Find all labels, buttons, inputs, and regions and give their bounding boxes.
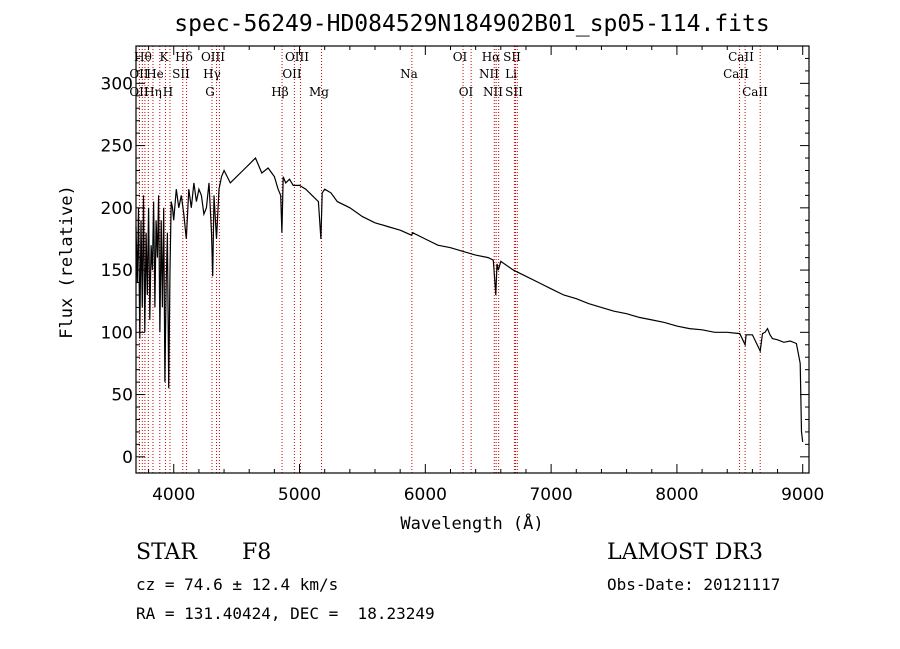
redshift-cz: cz = 74.6 ± 12.4 km/s xyxy=(136,575,339,594)
y-tick-label: 200 xyxy=(101,199,133,219)
object-subclass: F8 xyxy=(242,540,272,565)
obs-date: Obs-Date: 20121117 xyxy=(607,575,781,594)
line-label: Na xyxy=(400,67,418,81)
line-label: NII xyxy=(483,85,503,99)
x-tick-label: 4000 xyxy=(152,485,195,505)
y-axis-label: Flux (relative) xyxy=(57,185,77,339)
line-label: H xyxy=(163,85,173,99)
line-label: SII xyxy=(503,50,521,64)
line-label: CaII xyxy=(728,50,754,64)
x-tick-label: 8000 xyxy=(655,485,698,505)
line-label: Hβ xyxy=(271,85,288,99)
y-tick-label: 150 xyxy=(101,261,133,281)
line-label: He xyxy=(146,67,164,81)
line-label: SII xyxy=(172,67,190,81)
line-label: SII xyxy=(505,85,523,99)
line-label: OII xyxy=(129,67,149,81)
line-label: CaII xyxy=(723,67,749,81)
plot-frame xyxy=(135,45,810,474)
y-tick-label: 50 xyxy=(111,386,133,406)
line-label: G xyxy=(205,85,215,99)
line-label: CaII xyxy=(742,85,768,99)
y-axis-ticks: 0 50 100 150 200 250 300 xyxy=(101,57,809,468)
line-label: K xyxy=(160,50,170,64)
line-label: OII xyxy=(282,67,302,81)
line-label: NII xyxy=(479,67,499,81)
survey-name: LAMOST DR3 xyxy=(607,540,763,565)
y-tick-label: 0 xyxy=(122,448,133,468)
spectrum-line xyxy=(135,156,804,442)
line-label: OIII xyxy=(201,50,225,64)
object-class: STAR xyxy=(136,540,197,565)
line-label: Mg xyxy=(309,85,329,99)
x-tick-label: 5000 xyxy=(278,485,321,505)
line-label: OII xyxy=(129,85,149,99)
y-tick-label: 300 xyxy=(101,74,133,94)
y-tick-label: 250 xyxy=(101,137,133,157)
line-label: Li xyxy=(505,67,517,81)
x-axis-ticks: 4000 5000 6000 7000 8000 9000 xyxy=(148,46,824,505)
line-label: Hδ xyxy=(175,50,193,64)
line-label: Hγ xyxy=(203,67,221,81)
emission-line-markers xyxy=(138,46,761,473)
x-axis-label: Wavelength (Å) xyxy=(400,512,543,534)
line-label: Hα xyxy=(482,50,501,64)
y-tick-label: 100 xyxy=(101,323,133,343)
x-tick-label: 6000 xyxy=(404,485,447,505)
line-label: Hη xyxy=(144,85,162,99)
x-tick-label: 7000 xyxy=(529,485,572,505)
line-label: OI xyxy=(453,50,468,64)
ra-dec: RA = 131.40424, DEC = 18.23249 xyxy=(136,604,435,623)
chart-title: spec-56249-HD084529N184902B01_sp05-114.f… xyxy=(174,11,769,37)
line-label: OIII xyxy=(285,50,309,64)
line-label: Hθ xyxy=(134,50,152,64)
line-label: OI xyxy=(459,85,474,99)
x-tick-label: 9000 xyxy=(781,485,824,505)
